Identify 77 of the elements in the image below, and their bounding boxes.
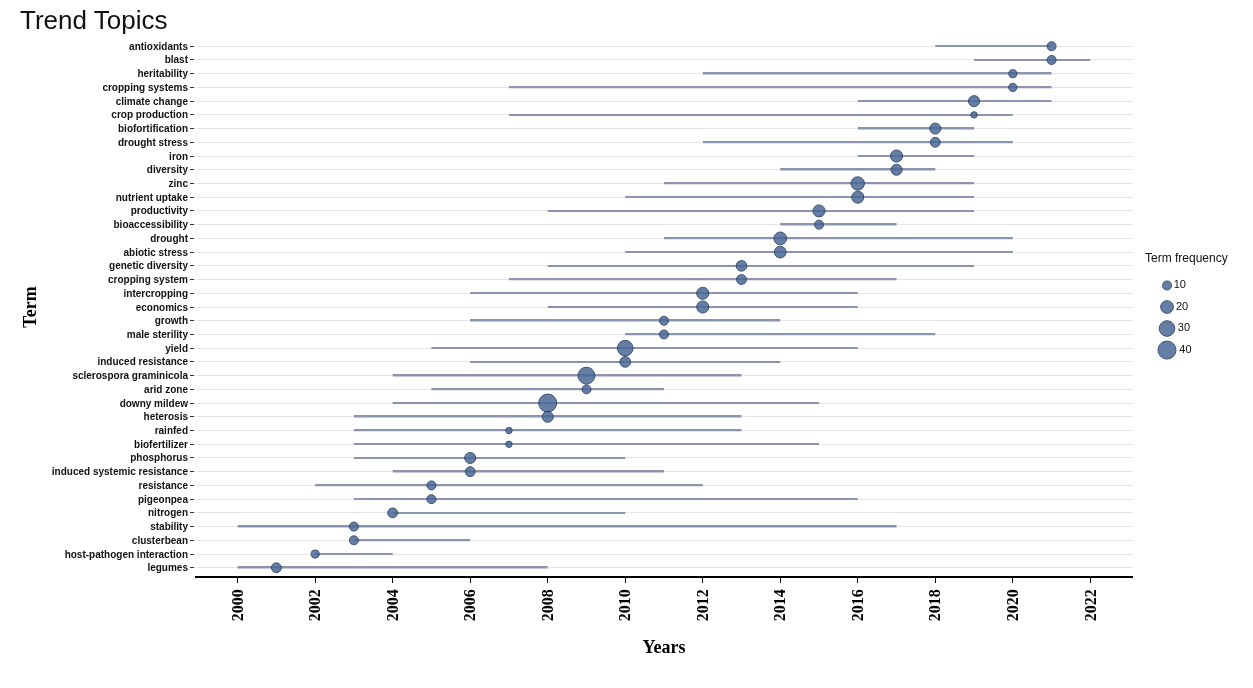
y-tick-label: intercropping bbox=[123, 287, 188, 299]
y-tick-label: cropping system bbox=[107, 274, 189, 286]
y-tick-label: blast bbox=[164, 54, 189, 66]
y-tick-label: clusterbean bbox=[131, 534, 188, 546]
y-tick-label: induced resistance bbox=[97, 356, 189, 368]
bar bbox=[470, 361, 781, 363]
bar bbox=[470, 292, 858, 295]
y-tick-label: climate change bbox=[115, 95, 189, 107]
bar bbox=[392, 470, 664, 473]
legend-label: 10 bbox=[1173, 278, 1186, 291]
y-tick-label: genetic diversity bbox=[109, 260, 189, 272]
y-tick-label: abiotic stress bbox=[123, 246, 189, 258]
x-tick-label: 2016 bbox=[848, 589, 866, 622]
y-tick-label: drought stress bbox=[117, 136, 189, 148]
bar bbox=[353, 498, 858, 500]
y-tick-label: rainfed bbox=[154, 425, 188, 437]
bar bbox=[974, 59, 1091, 61]
chart-title: Trend Topics bbox=[20, 4, 168, 35]
legend-label: 40 bbox=[1179, 342, 1192, 355]
y-tick-label: iron bbox=[169, 150, 188, 162]
bar bbox=[857, 100, 1052, 102]
y-tick-label: downy mildew bbox=[119, 397, 189, 409]
legend-label: 30 bbox=[1177, 321, 1191, 334]
x-tick-label: 2012 bbox=[693, 589, 711, 622]
y-tick-label: pigeonpea bbox=[137, 493, 189, 505]
legend-title: Term frequency bbox=[1145, 251, 1228, 265]
y-tick-label: economics bbox=[135, 301, 189, 313]
y-tick-label: yield bbox=[165, 342, 188, 354]
bar bbox=[625, 251, 1013, 253]
y-tick-label: sclerospora graminicola bbox=[72, 370, 189, 382]
x-tick-label: 2000 bbox=[228, 589, 246, 622]
y-tick-label: growth bbox=[154, 315, 188, 327]
bar bbox=[392, 402, 820, 404]
bar bbox=[353, 415, 742, 418]
bar bbox=[702, 141, 1013, 144]
x-tick-label: 2004 bbox=[383, 589, 401, 622]
y-tick-label: legumes bbox=[147, 562, 189, 574]
y-tick-label: biofertilizer bbox=[134, 438, 189, 450]
legend-label: 20 bbox=[1175, 299, 1189, 312]
y-tick-label: productivity bbox=[130, 205, 189, 217]
y-tick-label: phosphorus bbox=[130, 452, 189, 464]
y-tick-label: nutrient uptake bbox=[115, 191, 189, 203]
x-tick-label: 2018 bbox=[926, 589, 944, 622]
bar bbox=[353, 457, 626, 459]
bar bbox=[547, 265, 975, 267]
y-tick-label: bioaccessibility bbox=[113, 219, 189, 231]
bar bbox=[547, 210, 975, 212]
y-tick-label: resistance bbox=[138, 479, 189, 491]
y-tick-label: heterosis bbox=[143, 411, 189, 423]
y-tick-label: drought bbox=[150, 232, 189, 244]
y-tick-label: zinc bbox=[168, 177, 189, 189]
bar bbox=[431, 347, 858, 349]
bar bbox=[780, 168, 936, 171]
y-tick-label: stability bbox=[150, 521, 189, 533]
y-tick-label: male sterility bbox=[126, 328, 189, 340]
x-tick-label: 2008 bbox=[538, 589, 556, 622]
x-tick-label: 2006 bbox=[461, 589, 479, 622]
y-axis-title: Term bbox=[20, 286, 41, 328]
y-tick-label: diversity bbox=[146, 164, 189, 176]
bar bbox=[625, 196, 975, 199]
bar bbox=[547, 306, 858, 308]
bar bbox=[237, 566, 548, 569]
x-tick-label: 2022 bbox=[1081, 589, 1099, 622]
y-tick-label: arid zone bbox=[144, 383, 189, 395]
x-tick-label: 2020 bbox=[1004, 589, 1022, 622]
y-tick-label: crop production bbox=[111, 109, 188, 121]
y-tick-label: biofortification bbox=[118, 123, 188, 135]
x-tick-label: 2010 bbox=[616, 589, 634, 622]
y-tick-label: host-pathogen interaction bbox=[64, 548, 188, 560]
y-tick-label: cropping systems bbox=[102, 81, 189, 93]
x-axis-title: Years bbox=[642, 636, 686, 657]
y-tick-label: antioxidants bbox=[129, 40, 189, 52]
x-tick-label: 2002 bbox=[306, 589, 324, 622]
y-tick-label: nitrogen bbox=[148, 507, 188, 519]
y-tick-label: heritability bbox=[137, 68, 189, 80]
y-tick-label: induced systemic resistance bbox=[51, 466, 189, 478]
x-tick-label: 2014 bbox=[771, 589, 789, 622]
